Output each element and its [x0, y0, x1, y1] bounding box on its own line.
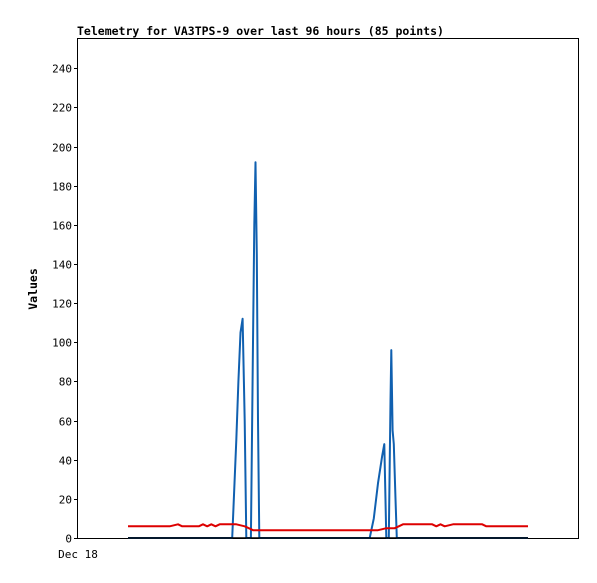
y-tick-label: 80 [59, 376, 72, 389]
y-tick-label: 160 [52, 220, 72, 233]
y-tick-label: 240 [52, 63, 72, 76]
y-axis-label: Values [26, 268, 40, 310]
plot-area-frame [77, 38, 579, 539]
x-axis-ticks: Dec 18 [58, 548, 98, 561]
chart-title: Telemetry for VA3TPS-9 over last 96 hour… [77, 24, 444, 38]
y-tick-label: 20 [59, 494, 72, 507]
y-tick-label: 140 [52, 259, 72, 272]
series-line-1 [128, 161, 528, 539]
y-axis-ticks: 0 20 40 60 80 100 120 140 160 180 200 220 240 [52, 63, 78, 546]
y-tick-label: 200 [52, 142, 72, 155]
y-tick-label: 0 [65, 533, 72, 546]
y-tick-label: 60 [59, 416, 72, 429]
x-tick-label: Dec 18 [58, 548, 98, 561]
y-tick-label: 40 [59, 455, 72, 468]
y-tick-label: 100 [52, 337, 72, 350]
series-line-2 [128, 523, 528, 532]
y-tick-label: 120 [52, 298, 72, 311]
series-layer [128, 161, 528, 539]
y-tick-label: 180 [52, 181, 72, 194]
y-tick-label: 220 [52, 102, 72, 115]
